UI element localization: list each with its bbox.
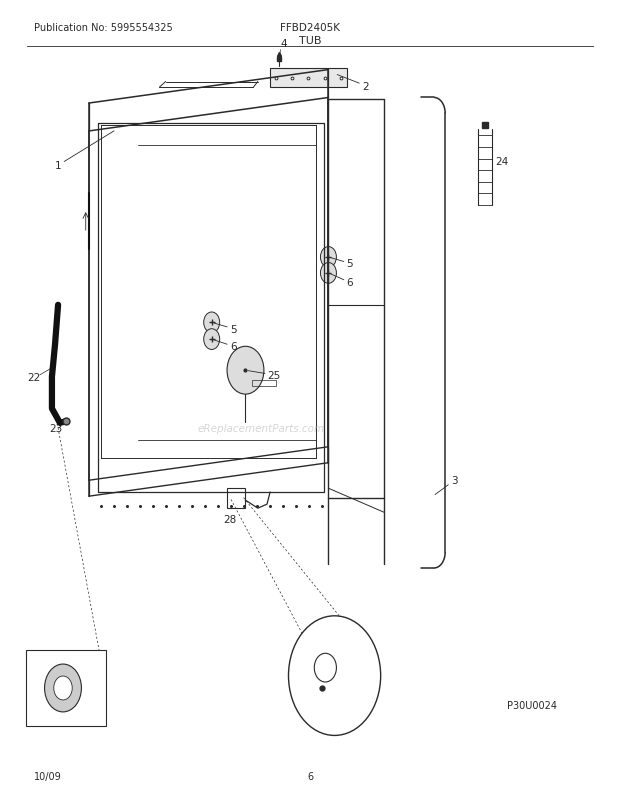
Text: eReplacementParts.com: eReplacementParts.com xyxy=(197,424,324,434)
Text: 28: 28 xyxy=(223,514,237,524)
Circle shape xyxy=(321,263,337,284)
Text: 3: 3 xyxy=(435,476,458,495)
Text: 25: 25 xyxy=(248,371,281,380)
Text: TUB: TUB xyxy=(299,36,321,47)
Text: 10/09: 10/09 xyxy=(33,772,61,781)
Bar xyxy=(26,650,106,726)
Text: 5: 5 xyxy=(331,258,353,269)
Text: 22: 22 xyxy=(27,372,40,382)
Circle shape xyxy=(204,330,219,350)
Text: 23: 23 xyxy=(28,714,41,723)
Text: 5: 5 xyxy=(215,324,236,334)
Bar xyxy=(227,488,246,508)
Text: 6: 6 xyxy=(215,341,236,352)
Text: 29: 29 xyxy=(353,662,366,673)
Text: 23: 23 xyxy=(49,424,62,434)
Circle shape xyxy=(204,313,219,334)
Text: 1: 1 xyxy=(55,132,114,171)
Text: 30: 30 xyxy=(350,683,363,693)
Text: FFBD2405K: FFBD2405K xyxy=(280,22,340,33)
Text: 2: 2 xyxy=(337,75,369,91)
Bar xyxy=(270,69,347,88)
Circle shape xyxy=(45,664,81,712)
Text: 6: 6 xyxy=(307,772,313,781)
Circle shape xyxy=(288,616,381,735)
Bar xyxy=(252,380,276,387)
Text: 4: 4 xyxy=(281,39,288,49)
Circle shape xyxy=(54,676,72,700)
Text: 24: 24 xyxy=(495,157,509,167)
Text: 6: 6 xyxy=(331,275,353,288)
Circle shape xyxy=(321,247,337,268)
Text: Publication No: 5995554325: Publication No: 5995554325 xyxy=(33,22,172,33)
Circle shape xyxy=(227,346,264,395)
Text: P30U0024: P30U0024 xyxy=(507,699,557,710)
